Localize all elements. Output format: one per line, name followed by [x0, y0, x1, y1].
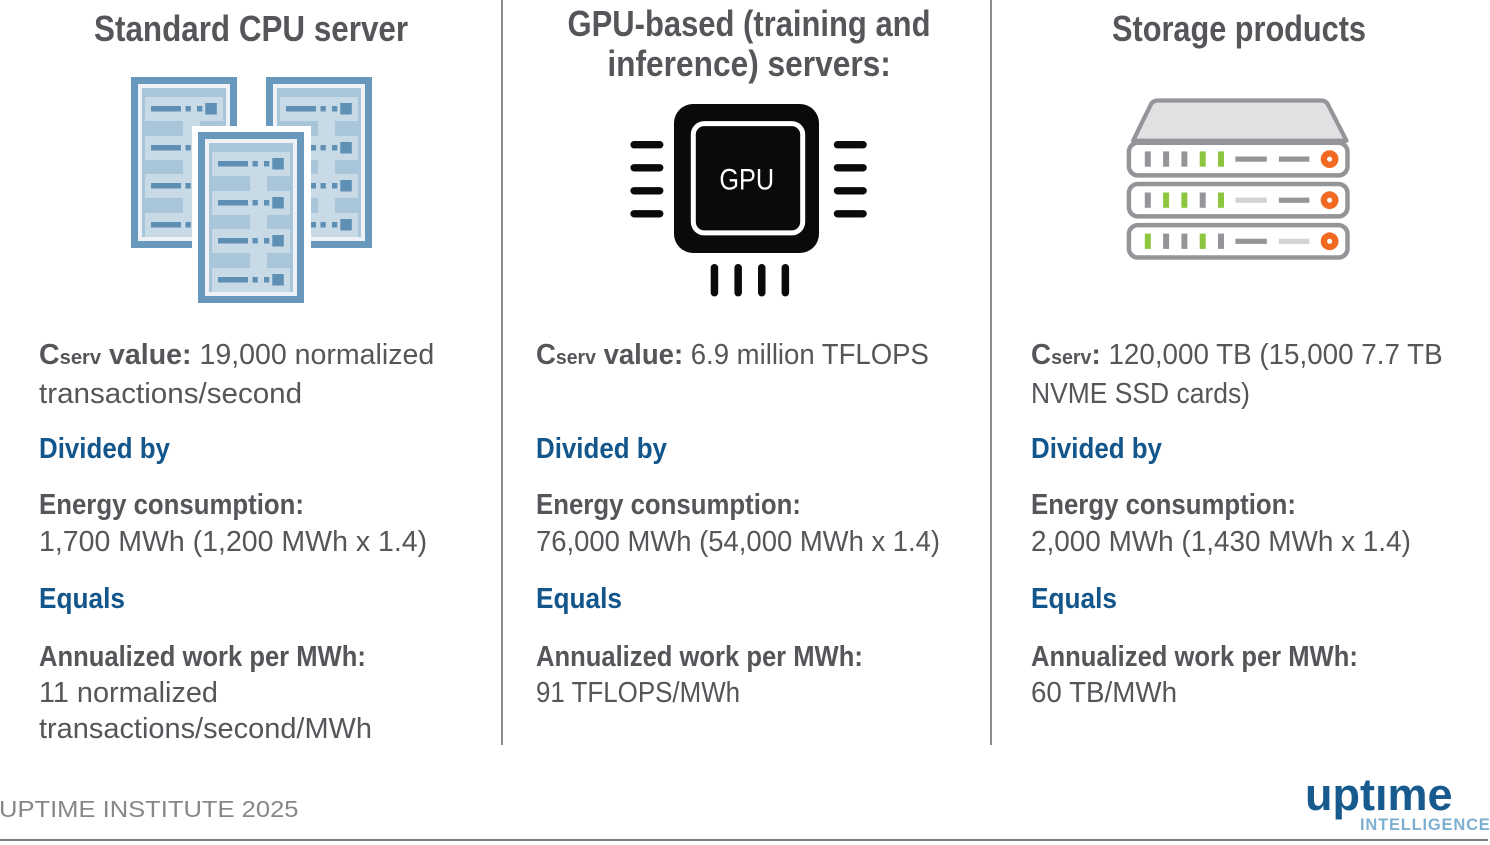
svg-text:GPU: GPU: [719, 164, 774, 197]
